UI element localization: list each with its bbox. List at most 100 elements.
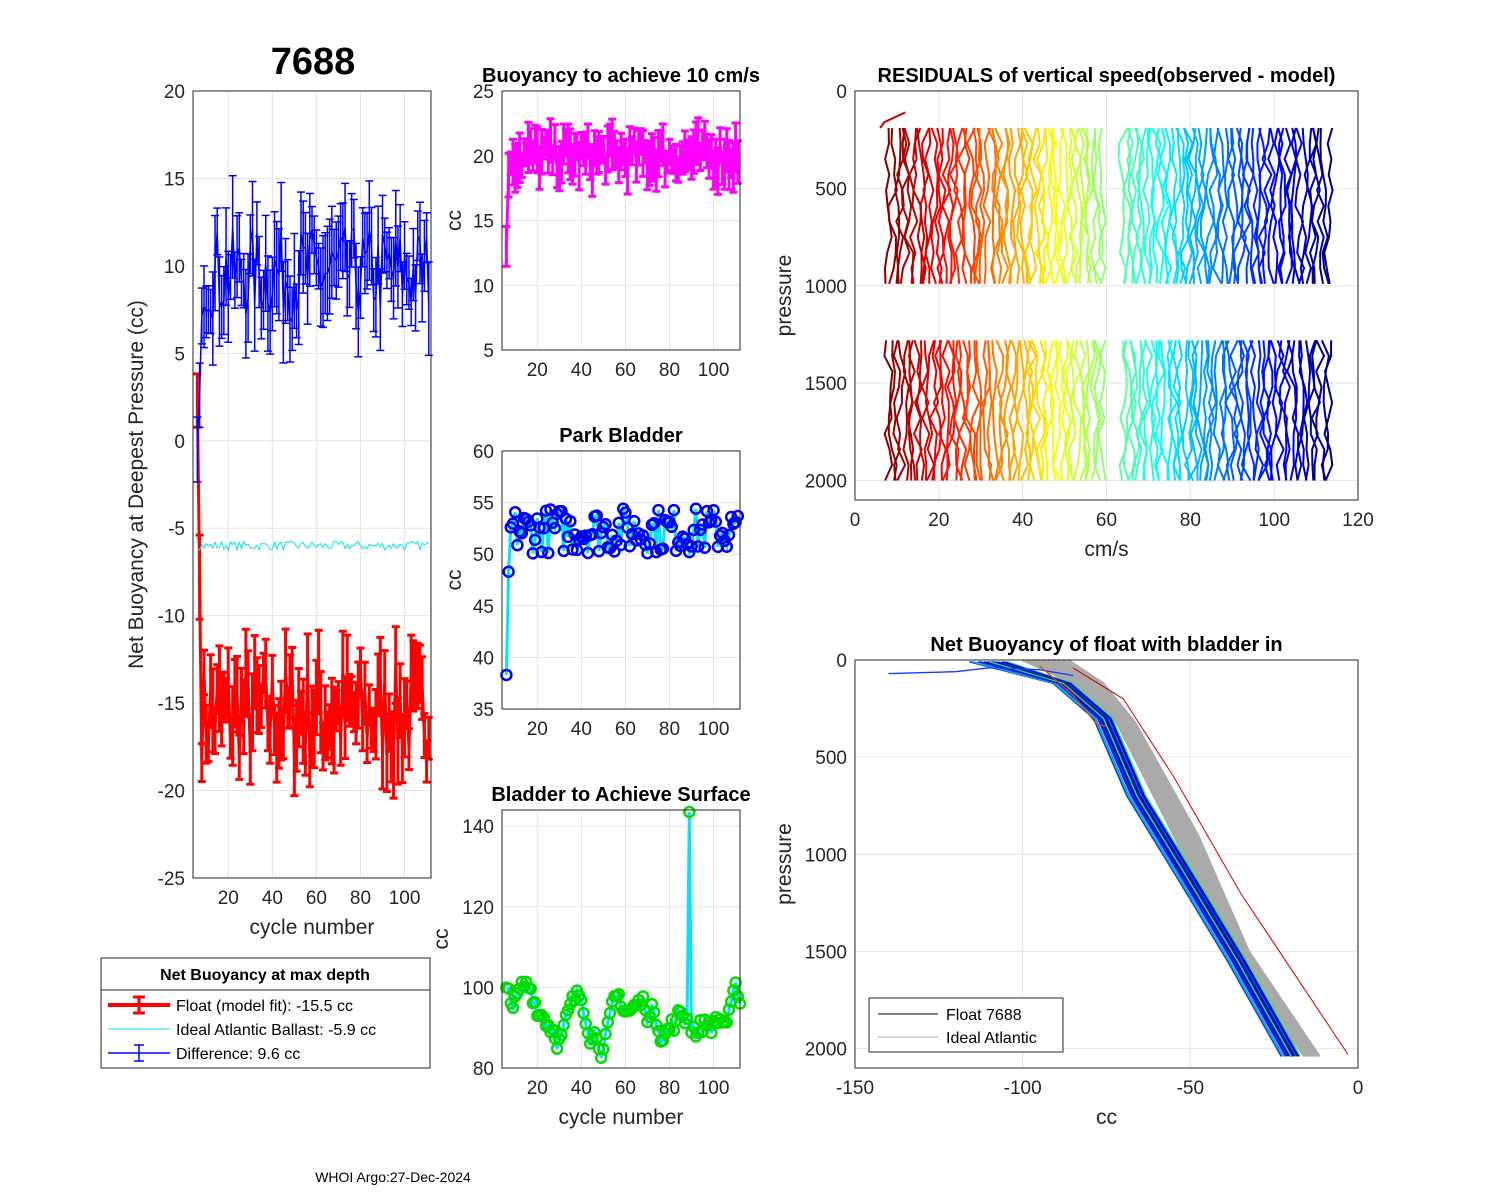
residuals-panel: 0 20 40 60 80 100 120 0 500 1000 1500 2000 RESIDUALS… <box>773 65 1374 561</box>
residual-profile <box>920 340 931 481</box>
y-axis-label: pressure <box>773 255 796 337</box>
surface-bladder-marker <box>506 1001 520 1015</box>
residual-profile <box>1315 339 1326 481</box>
residual-profile <box>1026 339 1038 481</box>
residual-profile <box>991 340 1000 481</box>
y-tick-label: 40 <box>473 648 494 669</box>
park-bladder-marker <box>581 546 595 560</box>
float-profile <box>989 661 1292 1057</box>
residual-profile <box>932 339 943 481</box>
residual-profile <box>1183 340 1195 481</box>
park-bladder-marker <box>599 518 612 531</box>
residual-profile <box>1051 340 1062 481</box>
surface-bladder-marker <box>656 1034 670 1047</box>
park-bladder-marker <box>548 522 562 535</box>
residual-profile <box>1216 340 1227 481</box>
park-bladder-marker <box>698 541 711 554</box>
residual-profile <box>1220 339 1230 481</box>
surface-bladder-marker <box>650 1018 663 1032</box>
residual-profile <box>930 127 939 285</box>
residual-profile <box>1261 127 1273 284</box>
y-axis-label: cc <box>443 570 466 591</box>
float-profile <box>1007 661 1301 1057</box>
legend-float-7688: Float 7688 <box>946 1007 1022 1024</box>
park-bladder-marker <box>579 529 592 542</box>
residual-profile <box>953 127 965 284</box>
x-tick-label: 80 <box>1180 510 1201 531</box>
x-tick-label: 40 <box>571 719 592 740</box>
park-bladder-marker <box>564 515 577 528</box>
residual-profile <box>1309 127 1318 284</box>
y-tick-label: 2000 <box>805 1040 847 1061</box>
park-bladder-marker <box>667 503 681 517</box>
residual-profile <box>921 127 931 284</box>
legend-title: Net Buoyancy at max depth <box>160 967 370 984</box>
surface-bladder-marker <box>722 1003 736 1016</box>
residual-profile <box>1227 127 1236 284</box>
residual-profile <box>1208 340 1217 481</box>
net-buoyancy-legend: Net Buoyancy at max depth Float (model f… <box>100 957 431 1069</box>
residual-profile <box>1051 127 1061 285</box>
residual-profile <box>986 340 995 481</box>
surface-bladder-marker <box>683 805 696 819</box>
residual-profile <box>1298 340 1309 481</box>
residual-profile <box>924 340 936 481</box>
y-tick-label: 2000 <box>805 472 847 493</box>
chart-title: Park Bladder <box>559 425 683 447</box>
y-tick-label: 1000 <box>805 277 847 298</box>
residual-profile <box>977 127 986 284</box>
x-tick-label: 100 <box>698 360 730 381</box>
residual-profile <box>1130 340 1141 481</box>
residual-profile <box>1072 340 1083 481</box>
residual-profile <box>966 127 976 284</box>
difference-line <box>196 226 430 450</box>
surface-bladder-marker <box>636 990 650 1003</box>
plot-area <box>502 451 740 709</box>
chart-title: RESIDUALS of vertical speed(observed - m… <box>878 65 1336 87</box>
residual-profile <box>1175 340 1184 481</box>
residual-profile <box>1039 340 1049 481</box>
axes-frame <box>501 90 741 351</box>
residual-profile <box>1089 340 1100 481</box>
residual-profile <box>1282 340 1291 481</box>
residual-profile <box>1007 127 1018 284</box>
y-tick-label: 10 <box>164 257 185 278</box>
park-bladder-marker <box>643 537 656 550</box>
y-tick-label: -20 <box>158 782 185 803</box>
x-tick-label: -100 <box>1004 1078 1042 1099</box>
park-bladder-marker <box>689 502 703 515</box>
residual-profile <box>1269 127 1281 284</box>
park-bladder-marker <box>702 516 716 529</box>
residual-profile <box>879 111 906 129</box>
residual-profile <box>1212 127 1223 285</box>
residual-profile <box>892 340 902 481</box>
x-tick-label: 20 <box>527 719 548 740</box>
surface-bladder-marker <box>599 1027 612 1041</box>
x-tick-label: 120 <box>1342 510 1374 531</box>
surface-bladder-marker <box>603 1006 617 1020</box>
residual-profile <box>1084 340 1096 481</box>
y-tick-label: 0 <box>836 651 847 672</box>
residual-profile <box>1057 127 1067 284</box>
ideal-atlantic-profile <box>1047 658 1314 1058</box>
y-tick-label: -25 <box>158 869 185 890</box>
residual-profile <box>961 340 972 481</box>
residual-profile <box>887 340 898 481</box>
residual-profile <box>1303 340 1312 481</box>
residual-profile <box>1040 127 1051 285</box>
residual-profile <box>1008 340 1018 481</box>
residual-profile <box>924 127 935 284</box>
residual-profile <box>1084 127 1094 285</box>
chart-title: Bladder to Achieve Surface <box>491 784 750 806</box>
ideal-ballast-line <box>197 540 430 552</box>
park-bladder-marker <box>535 545 548 559</box>
park-bladder-marker <box>720 540 734 553</box>
legend-ideal: Ideal Atlantic Ballast: -5.9 cc <box>176 1022 376 1039</box>
x-tick-label: 0 <box>850 510 861 531</box>
surface-bladder-marker <box>561 1003 575 1017</box>
residual-profile <box>1191 339 1203 481</box>
residual-profile <box>1323 127 1334 284</box>
residual-profile <box>895 127 906 284</box>
residual-profile <box>1274 339 1285 481</box>
